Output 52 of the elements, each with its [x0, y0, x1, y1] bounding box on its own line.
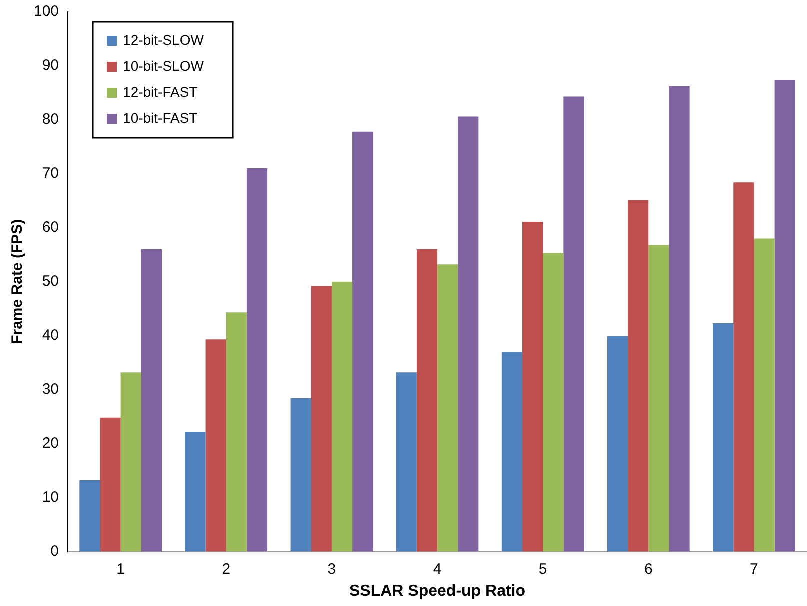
bar [120, 372, 142, 552]
x-tick-label: 6 [644, 560, 653, 578]
bar [774, 80, 796, 552]
legend-label: 10-bit-SLOW [123, 58, 205, 74]
bar [141, 250, 162, 552]
y-tick-label: 20 [42, 434, 60, 452]
bar [564, 96, 584, 552]
bar [206, 340, 226, 552]
bar [669, 86, 690, 552]
bar [352, 132, 374, 552]
y-tick-label: 10 [42, 488, 60, 506]
bar [185, 432, 206, 552]
y-tick-label: 90 [42, 57, 60, 74]
y-axis-title: Frame Rate (FPS) [9, 219, 26, 344]
bar [543, 253, 564, 552]
y-tick-label: 60 [42, 219, 60, 236]
bar [416, 250, 438, 552]
bar [332, 282, 353, 552]
y-tick-label: 100 [34, 3, 60, 20]
x-tick-label: 1 [116, 560, 125, 578]
y-tick-label: 30 [42, 381, 60, 398]
bar [502, 352, 522, 552]
bar [607, 336, 628, 552]
bar [311, 286, 332, 552]
bar [246, 168, 268, 552]
x-tick-label: 3 [328, 560, 336, 578]
bar [522, 222, 544, 552]
bar [628, 200, 649, 552]
y-tick-label: 70 [42, 165, 60, 182]
x-tick-label: 5 [538, 560, 548, 578]
legend-label: 12-bit-FAST [123, 84, 198, 100]
y-tick-label: 40 [42, 327, 60, 344]
y-tick-label: 80 [42, 111, 60, 128]
y-tick-label: 0 [50, 542, 60, 560]
bar [734, 182, 754, 552]
y-tick-label: 50 [42, 273, 60, 290]
bar [438, 264, 458, 552]
legend-label: 12-bit-SLOW [123, 32, 205, 48]
x-tick-label: 2 [222, 560, 231, 578]
bar [754, 238, 775, 552]
bar [100, 418, 121, 552]
bar [80, 480, 100, 552]
x-tick-label: 7 [750, 560, 758, 578]
bar [648, 245, 670, 552]
x-tick-label: 4 [433, 560, 442, 578]
bar [290, 398, 312, 552]
x-axis-title: SSLAR Speed-up Ratio [350, 582, 526, 600]
bar [458, 116, 479, 552]
bar [713, 323, 734, 552]
legend-label: 10-bit-FAST [123, 110, 198, 126]
bar [396, 372, 417, 552]
bar [226, 312, 247, 552]
